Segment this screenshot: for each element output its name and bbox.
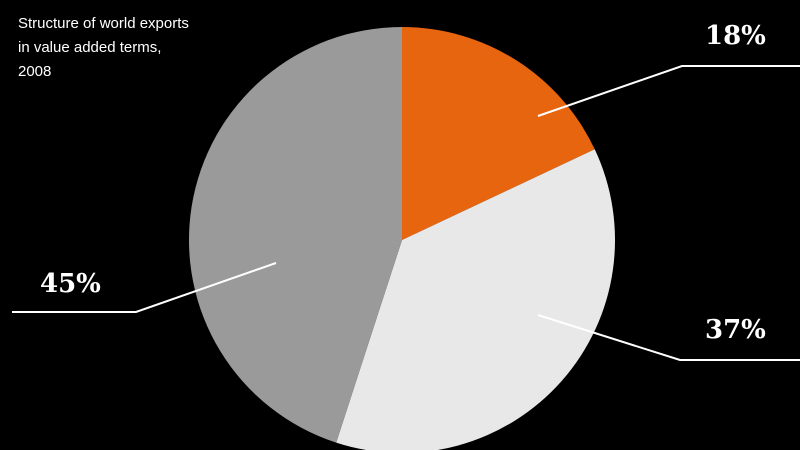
data-label-18: 18% [705, 21, 766, 51]
leader-line-45 [12, 262, 277, 313]
pie-slice-18 [402, 27, 595, 240]
pie-slice-45 [188, 26, 402, 443]
pie-slices [188, 26, 615, 450]
data-label-37: 37% [705, 315, 766, 345]
label-group-45: 45% [12, 262, 277, 313]
data-label-45: 45% [40, 269, 101, 299]
pie-slice-37 [336, 149, 615, 450]
label-group-18: 18% [537, 21, 800, 117]
leader-line-18 [537, 65, 800, 117]
chart-title: Structure of world exports in value adde… [18, 15, 189, 80]
leader-line-37 [537, 314, 800, 361]
label-group-37: 37% [537, 314, 800, 361]
